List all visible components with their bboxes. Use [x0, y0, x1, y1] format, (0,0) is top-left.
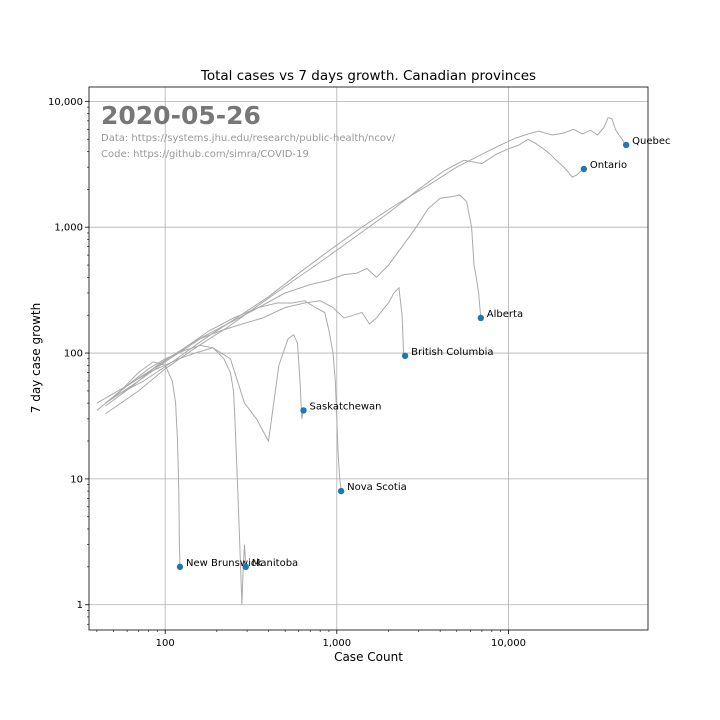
y-tick-label: 10: [70, 474, 83, 485]
grid: [89, 87, 648, 630]
point-manitoba: [242, 563, 250, 571]
code-source-annotation: Code: https://github.com/simra/COVID-19: [101, 149, 309, 160]
x-tick-label: 100: [156, 638, 175, 649]
point-quebec: [622, 141, 630, 149]
point-british-columbia: [401, 352, 409, 360]
point-label-british-columbia: British Columbia: [411, 347, 493, 358]
series-line-ontario: [105, 138, 585, 415]
series-line-british-columbia: [96, 286, 406, 404]
data-source-annotation: Data: https://systems.jhu.edu/research/p…: [101, 133, 396, 144]
point-new-brunswick: [176, 563, 184, 571]
y-tick-label: 100: [64, 349, 83, 360]
point-ontario: [580, 165, 588, 173]
series-line-quebec: [113, 117, 627, 398]
series-line-manitoba: [105, 344, 247, 605]
point-label-ontario: Ontario: [590, 160, 627, 171]
y-tick-label: 1,000: [54, 223, 83, 234]
series-line-nova-scotia: [105, 300, 342, 492]
point-label-new-brunswick: New Brunswick: [186, 558, 262, 569]
x-tick-label: 1,000: [322, 638, 351, 649]
point-label-saskatchewan: Saskatchewan: [310, 401, 382, 412]
y-tick-label: 10,000: [48, 97, 83, 108]
x-tick-label: 10,000: [491, 638, 526, 649]
point-nova-scotia: [337, 487, 345, 495]
point-label-alberta: Alberta: [487, 309, 523, 320]
chart-title: Total cases vs 7 days growth. Canadian p…: [200, 68, 536, 84]
y-tick-label: 1: [77, 600, 83, 611]
point-label-nova-scotia: Nova Scotia: [347, 482, 407, 493]
point-label-manitoba: Manitoba: [252, 558, 298, 569]
series-line-saskatchewan: [105, 333, 304, 443]
date-annotation: 2020-05-26: [101, 101, 261, 130]
point-saskatchewan: [300, 407, 307, 414]
series-lines: [96, 117, 627, 605]
plot-frame: [88, 86, 649, 631]
y-axis-label: 7 day case growth: [29, 303, 43, 414]
series-line-new-brunswick: [96, 361, 181, 567]
point-label-quebec: Quebec: [632, 136, 670, 147]
series-line-alberta: [105, 194, 482, 404]
x-axis-label: Case Count: [334, 650, 403, 664]
point-alberta: [477, 314, 485, 322]
end-points: Quebec Ontario Alberta British Columbia Sask…: [176, 136, 671, 571]
